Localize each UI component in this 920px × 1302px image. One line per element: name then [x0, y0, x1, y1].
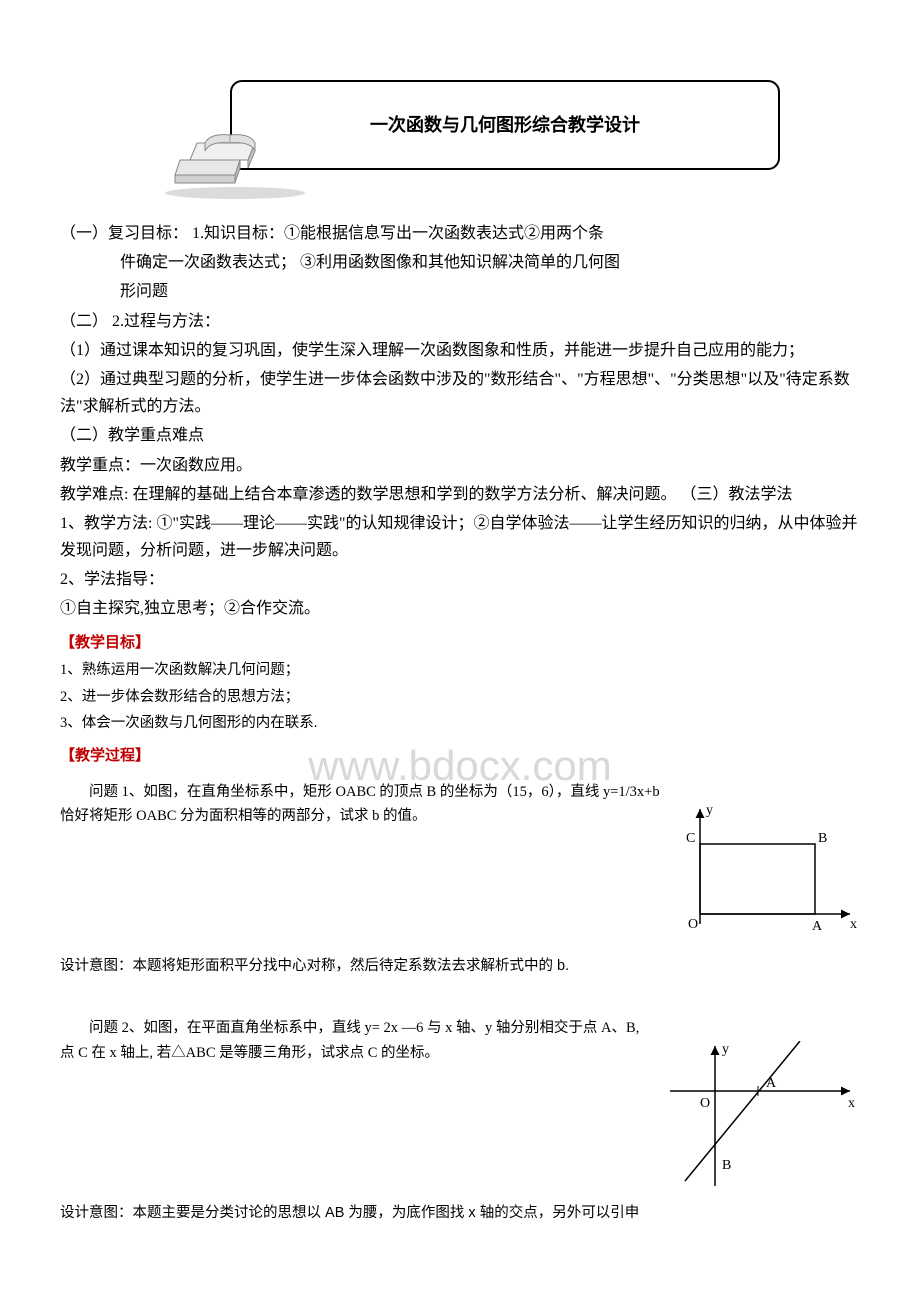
axis-label-x: x: [848, 1096, 855, 1111]
text-line: （一）复习目标： 1.知识目标：①能根据信息写出一次函数表达式②用两个条: [60, 220, 860, 247]
text-line: 2、学法指导：: [60, 566, 860, 593]
teaching-goals-heading: 【教学目标】: [60, 631, 860, 657]
text-line: 件确定一次函数表达式； ③利用函数图像和其他知识解决简单的几何图: [60, 249, 860, 276]
point-label-o: O: [688, 917, 698, 932]
point-label-o: O: [700, 1096, 710, 1111]
point-label-a: A: [812, 919, 823, 934]
header-container: 一次函数与几何图形综合教学设计: [60, 80, 860, 200]
problem-text: 问题 2、如图，在平面直角坐标系中，直线 y= 2x —6 与 x 轴、y 轴分…: [60, 1016, 860, 1041]
axis-label-y: y: [722, 1042, 729, 1057]
design-intent-1: 设计意图：本题将矩形面积平分找中心对称，然后待定系数法去求解析式中的 b.: [60, 954, 860, 979]
text-line: 教学重点：一次函数应用。: [60, 452, 860, 479]
problem-1: 问题 1、如图，在直角坐标系中，矩形 OABC 的顶点 B 的坐标为（15，6）…: [60, 780, 860, 945]
text-line: 形问题: [60, 278, 860, 305]
teaching-process-heading: 【教学过程】: [60, 744, 860, 770]
books-icon: [155, 125, 315, 200]
goal-item: 2、进一步体会数形结合的思想方法；: [60, 685, 860, 710]
point-label-c: C: [686, 831, 695, 846]
text-line: （1）通过课本知识的复习巩固，使学生深入理解一次函数图象和性质，并能进一步提升自…: [60, 337, 860, 364]
document-title: 一次函数与几何图形综合教学设计: [370, 110, 640, 141]
point-label-b: B: [818, 831, 827, 846]
text-line: 教学难点: 在理解的基础上结合本章渗透的数学思想和学到的数学方法分析、解决问题。…: [60, 481, 860, 508]
goal-item: 3、体会一次函数与几何图形的内在联系.: [60, 711, 860, 736]
design-intent-2: 设计意图：本题主要是分类讨论的思想以 AB 为腰，为底作图找 x 轴的交点，另外…: [60, 1201, 860, 1226]
problem-2: 问题 2、如图，在平面直角坐标系中，直线 y= 2x —6 与 x 轴、y 轴分…: [60, 1016, 860, 1191]
text-line: ①自主探究,独立思考；②合作交流。: [60, 595, 860, 622]
text-line: （2）通过典型习题的分析，使学生进一步体会函数中涉及的"数形结合"、"方程思想"…: [60, 366, 860, 420]
axis-label-y: y: [706, 804, 713, 818]
point-label-b: B: [722, 1158, 731, 1173]
section-review-goals: （一）复习目标： 1.知识目标：①能根据信息写出一次函数表达式②用两个条 件确定…: [60, 220, 860, 623]
text-line: 1、教学方法: ①"实践——理论——实践"的认知规律设计；②自学体验法——让学生…: [60, 510, 860, 564]
text-line: （二） 2.过程与方法：: [60, 308, 860, 335]
text-line: （二）教学重点难点: [60, 422, 860, 449]
goal-item: 1、熟练运用一次函数解决几何问题；: [60, 658, 860, 683]
axis-label-x: x: [850, 917, 857, 932]
diagram-rectangle: y x O A B C: [670, 804, 860, 944]
point-label-a: A: [766, 1076, 777, 1091]
diagram-line: y x O A B: [660, 1041, 860, 1191]
problem-text: 问题 1、如图，在直角坐标系中，矩形 OABC 的顶点 B 的坐标为（15，6）…: [60, 780, 860, 805]
